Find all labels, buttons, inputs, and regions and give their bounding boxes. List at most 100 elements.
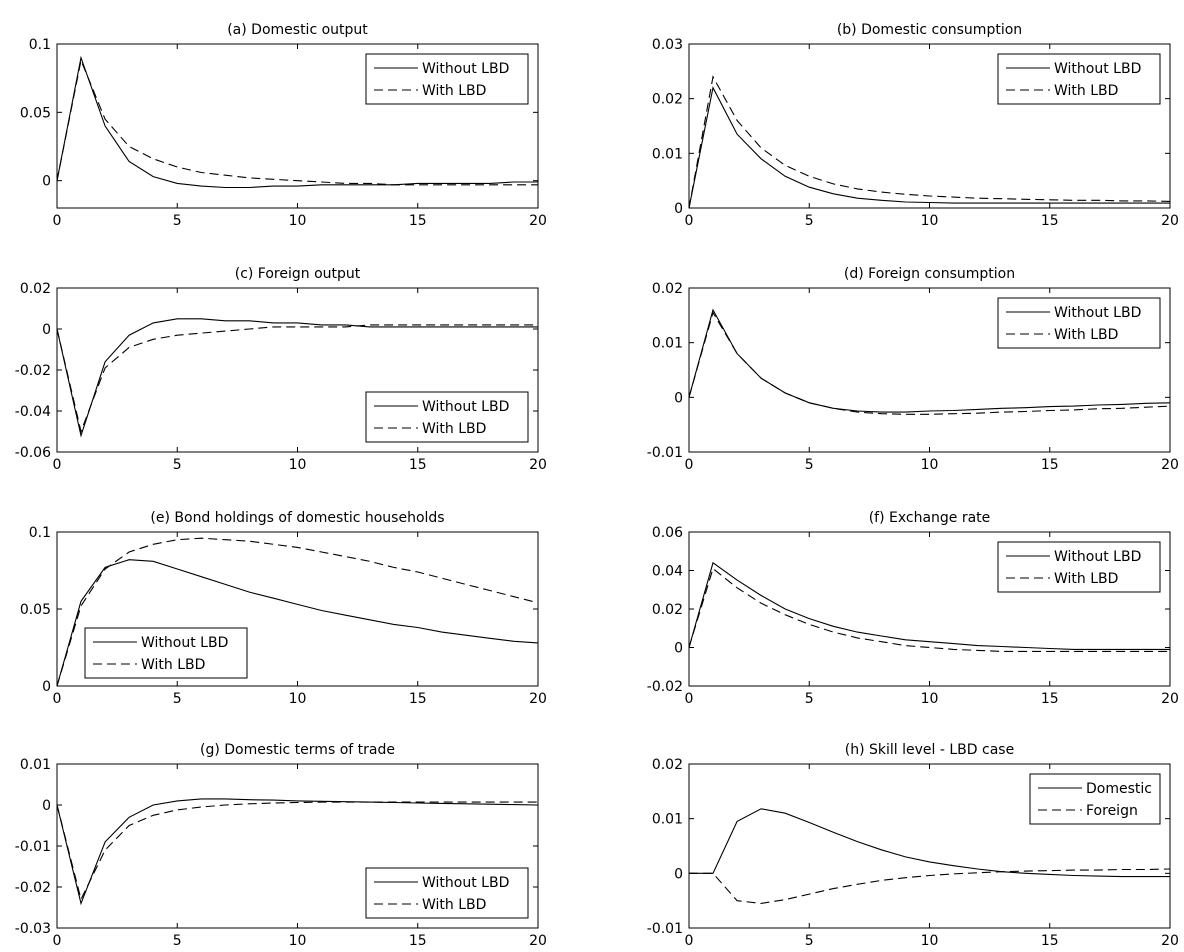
x-tick-label: 5 bbox=[173, 457, 182, 473]
x-tick-label: 10 bbox=[921, 933, 939, 949]
x-tick-label: 20 bbox=[529, 457, 547, 473]
chart-panel-1: (b) Domestic consumption 0 5 10 15 20 0 0.01 0.0… bbox=[652, 22, 1179, 229]
legend: Without LBD With LBD bbox=[365, 867, 529, 919]
y-tick-label: 0.01 bbox=[652, 336, 683, 352]
x-tick-label: 5 bbox=[805, 213, 814, 229]
x-tick-label: 15 bbox=[1041, 457, 1059, 473]
x-tick-label: 0 bbox=[685, 933, 694, 949]
series-line-without-lbd bbox=[688, 308, 1171, 413]
series-line-with-lbd bbox=[56, 58, 538, 186]
legend-box bbox=[365, 391, 529, 443]
chart-panel-4: (e) Bond holdings of domestic households… bbox=[20, 510, 547, 707]
chart-title: (h) Skill level - LBD case bbox=[845, 742, 1014, 758]
chart-title: (c) Foreign output bbox=[235, 266, 361, 282]
legend-label: With LBD bbox=[422, 83, 486, 99]
y-tick-label: -0.01 bbox=[647, 445, 683, 461]
series-line-without-lbd bbox=[688, 86, 1170, 209]
x-tick-label: 20 bbox=[1161, 457, 1179, 473]
legend-label: With LBD bbox=[422, 897, 486, 913]
legend-box bbox=[1029, 773, 1161, 825]
y-tick-label: -0.04 bbox=[15, 404, 51, 420]
legend-label: With LBD bbox=[1054, 327, 1118, 343]
chart-title: (f) Exchange rate bbox=[869, 510, 991, 526]
legend-box bbox=[997, 297, 1161, 349]
x-tick-label: 0 bbox=[53, 933, 62, 949]
series-line-without-lbd bbox=[688, 561, 1170, 650]
y-tick-label: 0 bbox=[674, 866, 683, 882]
y-tick-label: 0.01 bbox=[652, 812, 683, 828]
chart-title: (d) Foreign consumption bbox=[844, 266, 1015, 282]
x-tick-label: 15 bbox=[409, 213, 427, 229]
y-tick-label: -0.01 bbox=[15, 839, 51, 855]
x-tick-label: 10 bbox=[921, 691, 939, 707]
y-tick-label: 0.1 bbox=[29, 525, 51, 541]
x-tick-label: 10 bbox=[921, 213, 939, 229]
x-tick-label: 10 bbox=[289, 691, 307, 707]
y-tick-label: -0.02 bbox=[15, 880, 51, 896]
series-line-foreign bbox=[689, 868, 1171, 904]
y-tick-label: 0.02 bbox=[652, 92, 683, 108]
legend: Domestic Foreign bbox=[1029, 773, 1161, 825]
x-tick-label: 0 bbox=[685, 213, 694, 229]
legend-label: With LBD bbox=[422, 421, 486, 437]
series-line-domestic bbox=[689, 808, 1170, 878]
legend-box bbox=[365, 53, 529, 105]
y-tick-label: 0.02 bbox=[20, 281, 51, 297]
series-line-with-lbd bbox=[56, 801, 538, 901]
legend: Without LBD With LBD bbox=[84, 627, 248, 679]
x-tick-label: 5 bbox=[173, 933, 182, 949]
series-line-with-lbd bbox=[688, 311, 1171, 415]
y-tick-label: 0 bbox=[674, 390, 683, 406]
y-tick-label: 0.02 bbox=[652, 757, 683, 773]
legend-label: Without LBD bbox=[1054, 549, 1141, 565]
x-tick-label: 15 bbox=[409, 933, 427, 949]
x-tick-label: 20 bbox=[529, 213, 547, 229]
legend-box bbox=[84, 627, 248, 679]
legend: Without LBD With LBD bbox=[365, 53, 529, 105]
y-tick-label: 0 bbox=[42, 322, 51, 338]
y-tick-label: -0.06 bbox=[15, 445, 51, 461]
legend-label: With LBD bbox=[141, 657, 205, 673]
y-tick-label: 0.01 bbox=[20, 757, 51, 773]
legend-label: With LBD bbox=[1054, 571, 1118, 587]
chart-panel-6: (g) Domestic terms of trade 0 5 10 15 20 -0.03… bbox=[15, 742, 547, 949]
y-tick-label: 0.1 bbox=[29, 37, 51, 53]
legend: Without LBD With LBD bbox=[997, 541, 1161, 593]
legend-box bbox=[997, 53, 1161, 105]
x-tick-label: 15 bbox=[1041, 213, 1059, 229]
legend-label: Domestic bbox=[1086, 781, 1152, 797]
y-tick-label: -0.03 bbox=[15, 921, 51, 937]
x-tick-label: 20 bbox=[1161, 691, 1179, 707]
x-tick-label: 20 bbox=[529, 691, 547, 707]
x-tick-label: 20 bbox=[1161, 933, 1179, 949]
legend-label: Without LBD bbox=[422, 399, 509, 415]
x-tick-label: 0 bbox=[685, 457, 694, 473]
y-tick-label: 0.05 bbox=[20, 602, 51, 618]
legend: Without LBD With LBD bbox=[997, 53, 1161, 105]
x-tick-label: 5 bbox=[805, 933, 814, 949]
chart-title: (g) Domestic terms of trade bbox=[200, 742, 395, 758]
x-tick-label: 0 bbox=[53, 213, 62, 229]
y-tick-label: 0.04 bbox=[652, 564, 683, 580]
x-tick-label: 15 bbox=[409, 457, 427, 473]
x-tick-label: 0 bbox=[53, 691, 62, 707]
x-tick-label: 15 bbox=[1041, 933, 1059, 949]
y-tick-label: 0.01 bbox=[652, 146, 683, 162]
y-tick-label: 0.03 bbox=[652, 37, 683, 53]
chart-panel-2: (c) Foreign output 0 5 10 15 20 -0.06 -0.04 -0.0… bbox=[15, 266, 547, 473]
chart-title: (e) Bond holdings of domestic households bbox=[150, 510, 444, 526]
series-line-with-lbd bbox=[56, 537, 539, 687]
legend: Without LBD With LBD bbox=[997, 297, 1161, 349]
x-tick-label: 5 bbox=[805, 691, 814, 707]
chart-title: (b) Domestic consumption bbox=[837, 22, 1022, 38]
y-tick-label: 0 bbox=[674, 201, 683, 217]
legend-label: Without LBD bbox=[141, 635, 228, 651]
x-tick-label: 0 bbox=[685, 691, 694, 707]
legend-box bbox=[997, 541, 1161, 593]
series-line-without-lbd bbox=[56, 318, 538, 438]
legend-label: Without LBD bbox=[422, 875, 509, 891]
x-tick-label: 10 bbox=[289, 457, 307, 473]
